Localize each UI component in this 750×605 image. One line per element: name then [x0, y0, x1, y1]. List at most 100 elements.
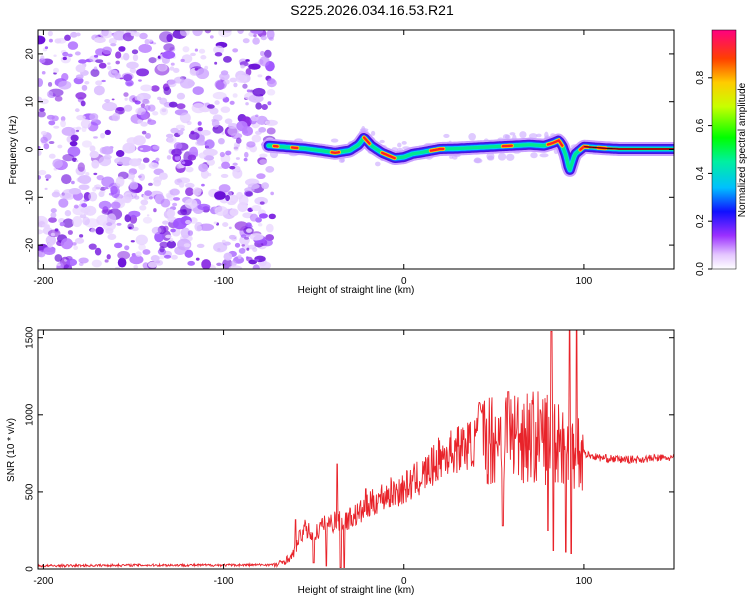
noise-blob — [193, 187, 202, 196]
noise-blob — [155, 158, 159, 162]
noise-blob — [127, 137, 138, 144]
noise-blob — [159, 255, 165, 259]
noise-blob — [189, 132, 200, 140]
noise-blob — [94, 66, 97, 70]
noise-blob — [110, 43, 116, 46]
noise-blob — [187, 261, 195, 266]
noise-blob — [170, 189, 180, 196]
noise-blob — [235, 243, 240, 248]
noise-blob — [51, 233, 55, 237]
noise-blob — [106, 222, 112, 226]
trace-hot — [292, 148, 297, 149]
noise-blob — [139, 33, 148, 39]
noise-blob — [152, 111, 158, 115]
noise-blob — [70, 141, 78, 146]
noise-blob — [46, 179, 49, 181]
noise-blob — [242, 126, 253, 136]
noise-blob — [138, 79, 142, 81]
x-tick-label: -200 — [33, 276, 53, 287]
noise-blob — [182, 46, 189, 52]
noise-blob — [123, 192, 132, 203]
trace-halo — [468, 133, 476, 141]
noise-blob — [68, 230, 73, 235]
noise-blob — [201, 130, 211, 136]
noise-blob — [104, 187, 109, 189]
noise-blob — [76, 74, 84, 79]
noise-blob — [149, 57, 157, 63]
snr-x-label: Height of straight line (km) — [298, 585, 415, 596]
noise-blob — [190, 53, 196, 56]
noise-blob — [91, 160, 99, 169]
y-tick-label: 500 — [25, 483, 36, 500]
noise-blob — [73, 245, 78, 250]
noise-blob — [176, 103, 185, 109]
trace-halo — [402, 141, 407, 145]
noise-blob — [140, 122, 147, 127]
noise-blob — [252, 37, 260, 44]
noise-blob — [68, 54, 73, 57]
noise-blob — [184, 243, 191, 247]
trace-halo — [536, 134, 541, 138]
trace-halo — [519, 131, 526, 138]
noise-blob — [227, 201, 235, 205]
noise-blob — [149, 196, 153, 199]
noise-blob — [126, 62, 139, 69]
noise-blob — [267, 101, 271, 105]
noise-blob — [197, 244, 205, 248]
noise-blob — [225, 151, 231, 156]
noise-blob — [216, 263, 221, 266]
noise-blob — [128, 227, 131, 229]
noise-blob — [192, 103, 206, 113]
noise-blob — [270, 192, 274, 196]
noise-blob — [131, 69, 136, 73]
noise-blob — [230, 101, 235, 105]
noise-blob — [162, 51, 175, 59]
colorbar-tick-label: 0.8 — [695, 70, 706, 84]
noise-blob — [41, 131, 47, 135]
noise-blob — [162, 220, 169, 224]
noise-blob — [174, 77, 185, 84]
noise-blob — [62, 52, 68, 57]
noise-blob — [246, 248, 249, 251]
noise-blob — [259, 261, 271, 269]
noise-blob — [237, 27, 244, 34]
noise-blob — [147, 214, 150, 216]
snr-y-label: SNR (10 * v/v) — [6, 418, 17, 482]
noise-blob — [233, 145, 238, 152]
noise-blob — [237, 202, 248, 212]
noise-blob — [93, 173, 97, 175]
noise-blob — [257, 74, 262, 77]
noise-blob — [262, 239, 272, 246]
x-tick-label: -100 — [214, 276, 234, 287]
noise-blob — [148, 262, 157, 268]
noise-blob — [105, 228, 113, 234]
noise-blob — [84, 81, 89, 85]
noise-blob — [233, 93, 238, 98]
noise-blob — [207, 173, 211, 177]
noise-blob — [116, 223, 121, 226]
trace-halo — [379, 140, 384, 143]
noise-blob — [78, 175, 91, 184]
noise-blob — [238, 255, 242, 259]
noise-blob — [250, 214, 258, 222]
noise-blob — [214, 222, 217, 225]
trace-halo — [530, 152, 537, 158]
x-tick-label: 100 — [576, 576, 593, 587]
noise-blob — [95, 248, 101, 256]
noise-blob — [166, 134, 174, 138]
trace-halo — [498, 153, 506, 161]
noise-blob — [136, 235, 148, 246]
noise-blob — [107, 66, 111, 70]
noise-blob — [80, 208, 90, 213]
noise-blob — [143, 157, 150, 162]
noise-blob — [233, 83, 237, 88]
noise-blob — [115, 61, 120, 65]
noise-blob — [258, 127, 266, 133]
noise-blob — [173, 68, 180, 73]
noise-blob — [112, 99, 115, 101]
noise-blob — [246, 141, 255, 147]
noise-blob — [172, 203, 177, 207]
noise-blob — [122, 73, 134, 81]
